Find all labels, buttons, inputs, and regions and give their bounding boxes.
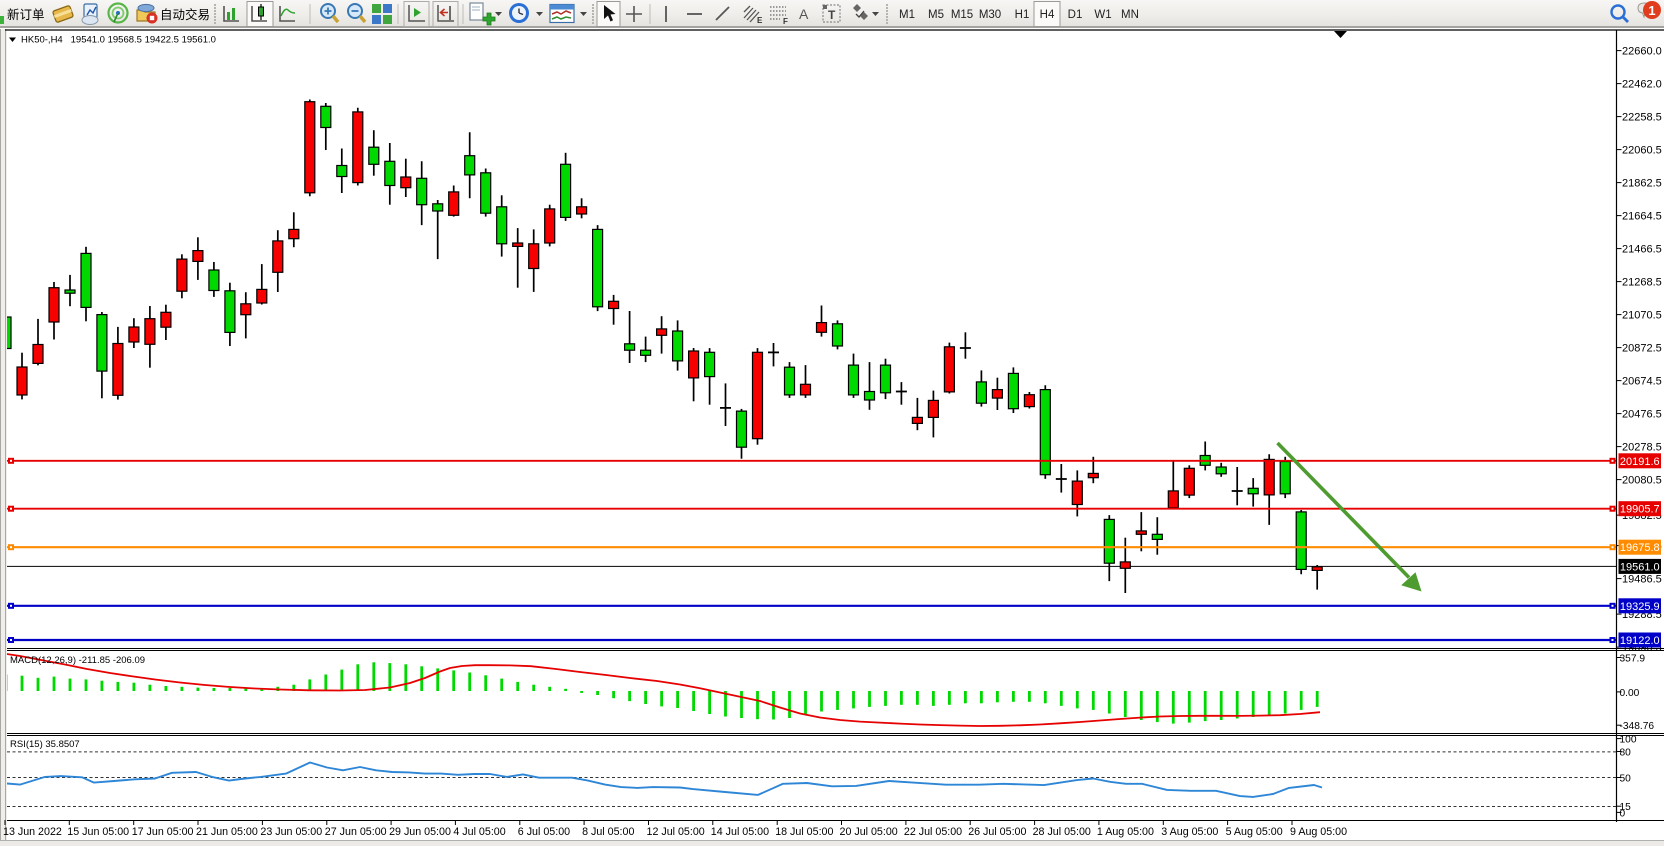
svg-text:22258.5: 22258.5 [1622, 112, 1662, 124]
svg-text:-348.76: -348.76 [1620, 721, 1655, 732]
svg-text:0: 0 [1620, 808, 1626, 819]
svg-text:1: 1 [1648, 3, 1655, 18]
svg-text:20080.5: 20080.5 [1622, 475, 1662, 487]
svg-text:22060.5: 22060.5 [1622, 145, 1662, 157]
svg-text:12 Jul 05:00: 12 Jul 05:00 [647, 826, 705, 838]
svg-text:100: 100 [1620, 735, 1637, 746]
svg-text:4 Jul 05:00: 4 Jul 05:00 [453, 826, 505, 838]
svg-text:19675.8: 19675.8 [1620, 542, 1660, 554]
svg-text:29 Jun 05:00: 29 Jun 05:00 [389, 826, 451, 838]
svg-text:20278.5: 20278.5 [1622, 442, 1662, 454]
svg-text:1 Aug 05:00: 1 Aug 05:00 [1097, 826, 1154, 838]
svg-text:50: 50 [1620, 774, 1632, 785]
svg-text:19325.9: 19325.9 [1620, 601, 1660, 613]
svg-text:20 Jul 05:00: 20 Jul 05:00 [840, 826, 898, 838]
svg-text:HK50-,H4 19541.0 19568.5 194: HK50-,H4 19541.0 19568.5 19422.5 19561.0 [21, 35, 216, 46]
svg-text:6 Jul 05:00: 6 Jul 05:00 [518, 826, 570, 838]
svg-text:自动交易: 自动交易 [160, 7, 210, 22]
svg-text:21862.5: 21862.5 [1622, 178, 1662, 190]
svg-text:9 Aug 05:00: 9 Aug 05:00 [1290, 826, 1347, 838]
svg-text:22462.0: 22462.0 [1622, 79, 1662, 91]
svg-text:19561.0: 19561.0 [1620, 561, 1660, 573]
svg-text:D1: D1 [1068, 9, 1083, 21]
svg-text:新订单: 新订单 [7, 7, 45, 22]
svg-text:20872.5: 20872.5 [1622, 343, 1662, 355]
svg-text:21268.5: 21268.5 [1622, 277, 1662, 289]
svg-text:21664.5: 21664.5 [1622, 211, 1662, 223]
svg-text:19122.0: 19122.0 [1620, 635, 1660, 647]
svg-text:M1: M1 [899, 9, 915, 21]
svg-text:13 Jun 2022: 13 Jun 2022 [3, 826, 62, 838]
svg-text:20674.5: 20674.5 [1622, 376, 1662, 388]
svg-text:H4: H4 [1040, 9, 1055, 21]
svg-text:8 Jul 05:00: 8 Jul 05:00 [582, 826, 634, 838]
svg-text:3 Aug 05:00: 3 Aug 05:00 [1161, 826, 1218, 838]
svg-text:M5: M5 [928, 9, 944, 21]
svg-text:27 Jun 05:00: 27 Jun 05:00 [325, 826, 387, 838]
svg-text:20476.5: 20476.5 [1622, 409, 1662, 421]
svg-text:19905.7: 19905.7 [1620, 504, 1660, 516]
svg-text:M15: M15 [951, 9, 973, 21]
svg-text:20191.6: 20191.6 [1620, 456, 1660, 468]
svg-text:RSI(15) 35.8507: RSI(15) 35.8507 [10, 739, 80, 750]
svg-text:15 Jun 05:00: 15 Jun 05:00 [67, 826, 129, 838]
svg-text:18 Jul 05:00: 18 Jul 05:00 [775, 826, 833, 838]
svg-text:22 Jul 05:00: 22 Jul 05:00 [904, 826, 962, 838]
svg-text:W1: W1 [1094, 9, 1111, 21]
svg-text:21070.5: 21070.5 [1622, 310, 1662, 322]
svg-text:M30: M30 [979, 9, 1001, 21]
svg-text:17 Jun 05:00: 17 Jun 05:00 [132, 826, 194, 838]
svg-text:MACD(12,26,9) -211.85 -206.09: MACD(12,26,9) -211.85 -206.09 [10, 655, 145, 666]
svg-text:23 Jun 05:00: 23 Jun 05:00 [260, 826, 322, 838]
svg-text:15: 15 [1620, 802, 1632, 813]
svg-text:19486.5: 19486.5 [1622, 574, 1662, 586]
svg-text:F: F [783, 17, 788, 26]
svg-text:0.00: 0.00 [1620, 688, 1640, 699]
svg-text:357.9: 357.9 [1620, 654, 1646, 665]
svg-text:5 Aug 05:00: 5 Aug 05:00 [1226, 826, 1283, 838]
svg-text:H1: H1 [1015, 9, 1030, 21]
svg-text:14 Jul 05:00: 14 Jul 05:00 [711, 826, 769, 838]
svg-text:A: A [799, 6, 809, 22]
svg-text:21466.5: 21466.5 [1622, 244, 1662, 256]
svg-text:28 Jul 05:00: 28 Jul 05:00 [1033, 826, 1091, 838]
svg-text:E: E [757, 16, 763, 25]
svg-text:T: T [828, 8, 836, 22]
svg-text:21 Jun 05:00: 21 Jun 05:00 [196, 826, 258, 838]
svg-text:26 Jul 05:00: 26 Jul 05:00 [968, 826, 1026, 838]
svg-text:80: 80 [1620, 748, 1632, 759]
svg-text:MN: MN [1121, 9, 1139, 21]
svg-text:22660.0: 22660.0 [1622, 46, 1662, 58]
